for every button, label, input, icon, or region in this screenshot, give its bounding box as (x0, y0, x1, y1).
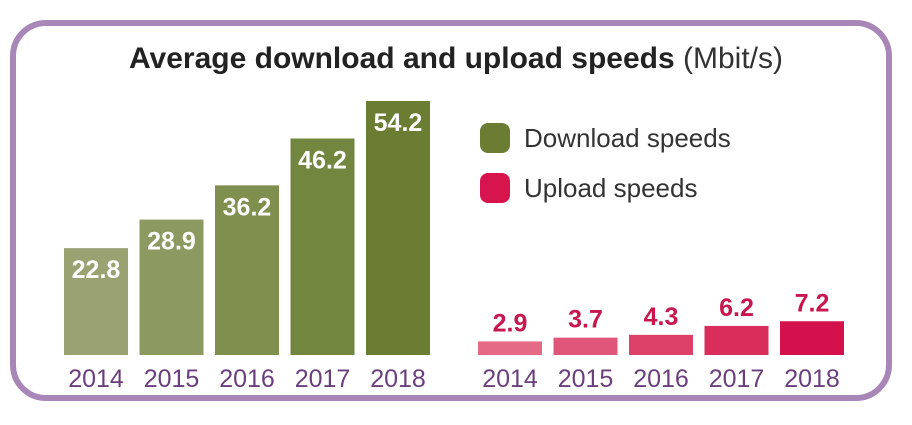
upload-value-label-2017: 6.2 (719, 294, 754, 322)
chart-title: Average download and upload speeds (Mbit… (0, 42, 912, 76)
download-year-label-2018: 2018 (370, 365, 426, 393)
upload-value-label-2014: 2.9 (493, 309, 528, 337)
download-value-label-2016: 36.2 (223, 193, 272, 221)
download-year-label-2016: 2016 (219, 365, 275, 393)
download-value-label-2018: 54.2 (374, 109, 423, 137)
download-bar-2017 (290, 138, 355, 355)
download-bar-2018 (366, 101, 430, 355)
download-bar-2014 (64, 248, 128, 355)
chart-title-main: Average download and upload speeds (129, 42, 675, 75)
download-value-label-2017: 46.2 (298, 146, 347, 174)
download-value-label-2014: 22.8 (72, 256, 121, 284)
legend-item-download: Download speeds (480, 116, 731, 160)
upload-bar-2016 (629, 334, 693, 355)
legend-swatch-download (480, 123, 510, 153)
legend-swatch-upload (480, 173, 510, 203)
download-year-label-2015: 2015 (144, 365, 200, 393)
upload-year-label-2018: 2018 (784, 365, 840, 393)
upload-year-label-2015: 2015 (558, 365, 614, 393)
legend: Download speeds Upload speeds (480, 116, 731, 216)
upload-bar-2017 (704, 325, 769, 355)
upload-bar-2018 (780, 321, 844, 355)
chart-title-unit: (Mbit/s) (683, 42, 783, 75)
upload-bar-2014 (478, 341, 542, 355)
legend-label-upload: Upload speeds (524, 172, 698, 203)
upload-value-label-2016: 4.3 (644, 303, 679, 331)
download-bar-2016 (215, 185, 279, 355)
upload-year-label-2014: 2014 (482, 365, 538, 393)
download-year-label-2014: 2014 (68, 365, 124, 393)
upload-year-label-2016: 2016 (633, 365, 689, 393)
upload-value-label-2015: 3.7 (568, 306, 603, 334)
legend-item-upload: Upload speeds (480, 166, 731, 210)
upload-bar-2015 (553, 337, 618, 355)
download-value-label-2015: 28.9 (147, 228, 196, 256)
download-year-label-2017: 2017 (295, 365, 351, 393)
legend-label-download: Download speeds (524, 122, 731, 153)
upload-year-label-2017: 2017 (709, 365, 765, 393)
download-bar-2015 (139, 219, 204, 355)
upload-value-label-2018: 7.2 (795, 289, 830, 317)
